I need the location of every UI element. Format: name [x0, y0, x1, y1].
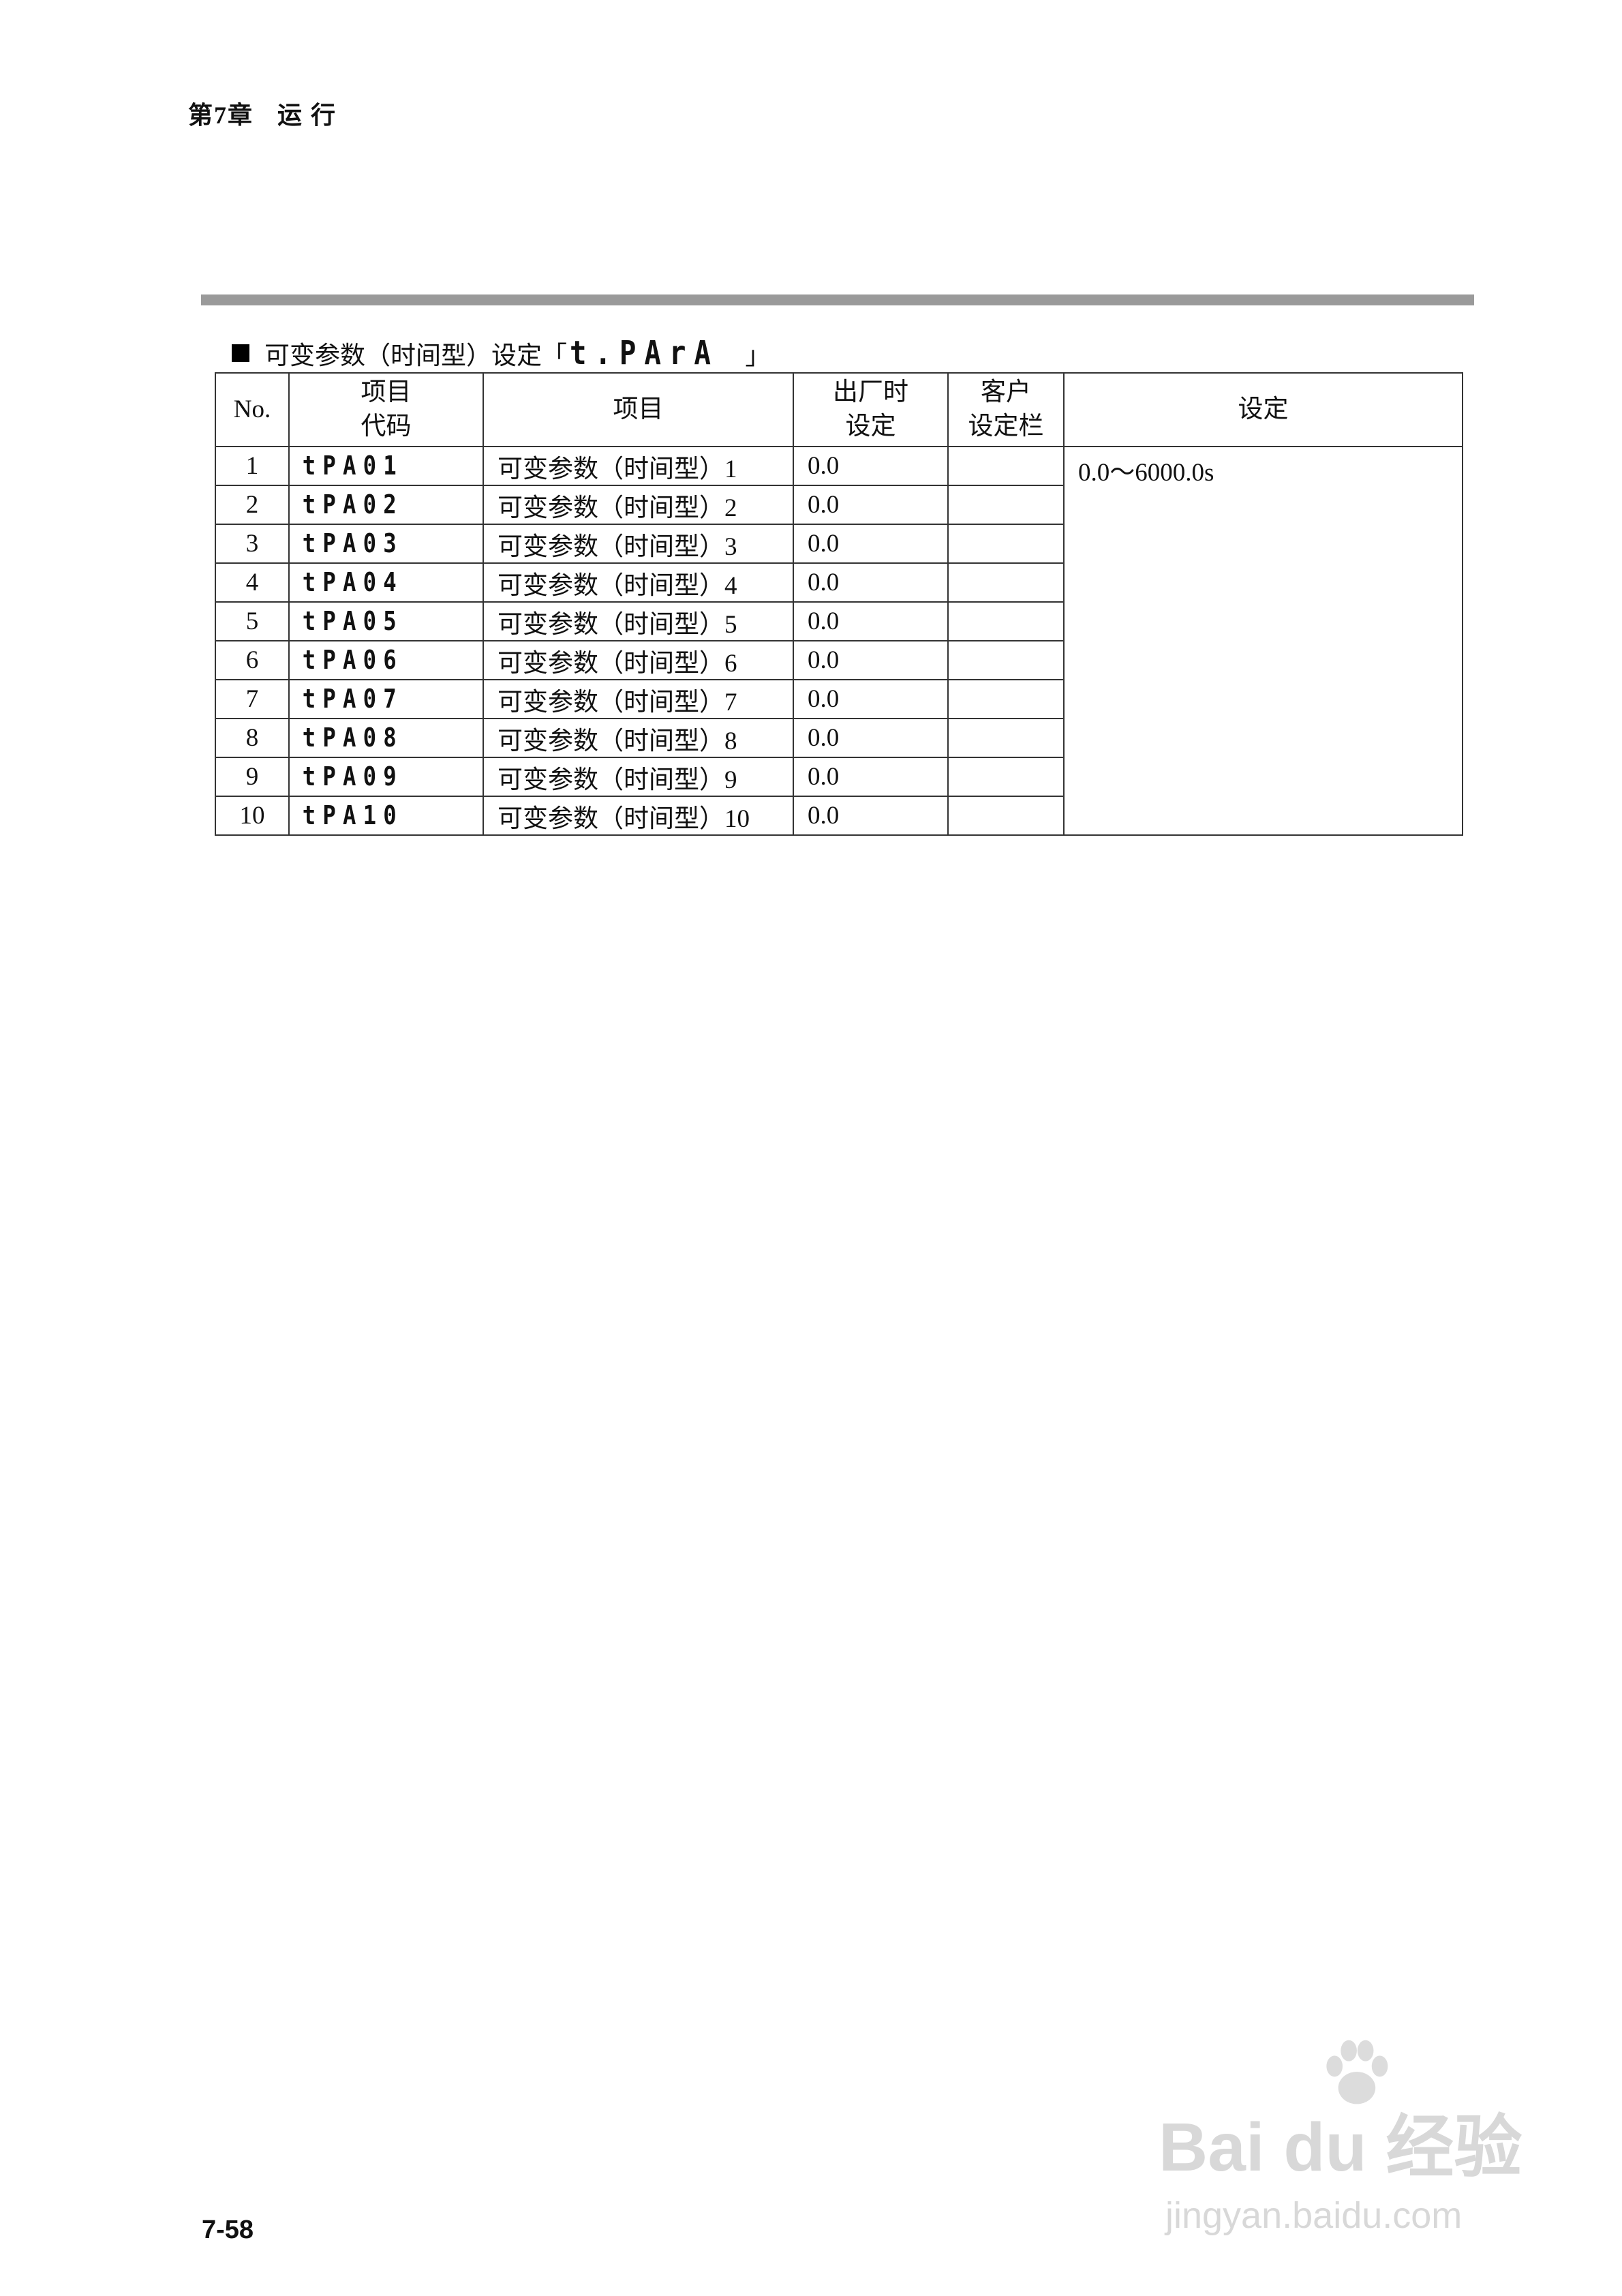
row-factory-value: 0.0: [793, 446, 949, 486]
header-no: No.: [215, 372, 290, 447]
row-no: 3: [215, 524, 290, 564]
table-row: 6 tPA06 可变参数（时间型）6 0.0: [215, 640, 1463, 680]
header-customer-line2: 设定栏: [968, 412, 1044, 440]
chapter-title: 运 行: [277, 102, 337, 129]
row-no: 4: [215, 562, 290, 603]
table-row: 3 tPA03 可变参数（时间型）3 0.0: [215, 524, 1463, 564]
table-row: 10 tPA10 可变参数（时间型）10 0.0: [215, 796, 1463, 836]
segment-code: tPA02: [302, 489, 403, 519]
row-factory-value: 0.0: [793, 796, 949, 836]
baidu-watermark: Bai du 经验 jingyan.baidu.com: [1159, 2038, 1595, 2237]
row-code: tPA01: [288, 446, 484, 486]
parameter-table: No. 项目 代码 项目 出厂时 设定 客户 设定栏 设定 1 tPA01 可变参数（时间…: [215, 372, 1463, 836]
watermark-brand: Bai du 经验: [1159, 2109, 1522, 2186]
row-no: 6: [215, 640, 290, 680]
row-item: 可变参数（时间型）5: [483, 601, 794, 641]
row-factory-value: 0.0: [793, 679, 949, 719]
row-code: tPA09: [288, 757, 484, 797]
row-customer-value: [947, 679, 1065, 719]
segment-code: tPA01: [302, 451, 403, 481]
row-item: 可变参数（时间型）7: [483, 679, 794, 719]
row-item: 可变参数（时间型）3: [483, 524, 794, 564]
segment-code: tPA04: [302, 567, 403, 597]
segment-code: tPA06: [302, 645, 403, 675]
header-factory-line2: 设定: [845, 412, 896, 440]
row-no: 5: [215, 601, 290, 641]
section-code: t.PArA: [570, 334, 719, 372]
row-no: 8: [215, 718, 290, 758]
row-no: 2: [215, 485, 290, 525]
table-row: 7 tPA07 可变参数（时间型）7 0.0: [215, 679, 1463, 719]
row-factory-value: 0.0: [793, 485, 949, 525]
row-item: 可变参数（时间型）10: [483, 796, 794, 836]
row-no: 9: [215, 757, 290, 797]
row-no: 1: [215, 446, 290, 486]
row-customer-value: [947, 446, 1065, 486]
table-row: 2 tPA02 可变参数（时间型）2 0.0: [215, 485, 1463, 525]
row-item: 可变参数（时间型）1: [483, 446, 794, 486]
row-customer-value: [947, 524, 1065, 564]
chapter-header: 第7章 运 行: [188, 95, 353, 131]
row-code: tPA02: [288, 485, 484, 525]
row-code: tPA03: [288, 524, 484, 564]
header-code: 项目 代码: [288, 372, 484, 447]
header-code-line2: 代码: [361, 412, 412, 440]
section-title-close: 」: [745, 342, 771, 370]
row-customer-value: [947, 562, 1065, 603]
segment-code: tPA05: [302, 606, 403, 636]
row-customer-value: [947, 796, 1065, 836]
row-no: 10: [215, 796, 290, 836]
paw-logo-icon: [1326, 2040, 1388, 2104]
row-factory-value: 0.0: [793, 601, 949, 641]
row-code: tPA04: [288, 562, 484, 603]
segment-code: tPA07: [302, 684, 403, 714]
header-setting: 设定: [1063, 372, 1463, 447]
row-item: 可变参数（时间型）8: [483, 718, 794, 758]
segment-code: tPA03: [302, 528, 403, 558]
table-row: 4 tPA04 可变参数（时间型）4 0.0: [215, 562, 1463, 603]
table-header-row: No. 项目 代码 项目 出厂时 设定 客户 设定栏 设定: [215, 372, 1463, 447]
row-factory-value: 0.0: [793, 562, 949, 603]
row-item: 可变参数（时间型）9: [483, 757, 794, 797]
square-bullet-icon: [232, 344, 249, 362]
row-no: 7: [215, 679, 290, 719]
table-row: 8 tPA08 可变参数（时间型）8 0.0: [215, 718, 1463, 758]
row-code: tPA05: [288, 601, 484, 641]
segment-code: tPA09: [302, 761, 403, 791]
header-item: 项目: [483, 372, 794, 447]
watermark-url: jingyan.baidu.com: [1165, 2195, 1463, 2236]
table-row: 1 tPA01 可变参数（时间型）1 0.0 0.0～6000.0s: [215, 446, 1463, 836]
section-title: 可变参数（时间型）设定「 t.PArA 」: [232, 334, 770, 372]
row-customer-value: [947, 640, 1065, 680]
header-customer-line1: 客户: [981, 378, 1031, 406]
row-customer-value: [947, 718, 1065, 758]
row-customer-value: [947, 485, 1065, 525]
section-divider: [201, 294, 1474, 305]
row-code: tPA10: [288, 796, 484, 836]
segment-code: tPA10: [302, 800, 403, 830]
page-number: 7-58: [202, 2216, 254, 2244]
row-code: tPA07: [288, 679, 484, 719]
header-customer: 客户 设定栏: [947, 372, 1065, 447]
table-row: 9 tPA09 可变参数（时间型）9 0.0: [215, 757, 1463, 797]
table-row: 5 tPA05 可变参数（时间型）5 0.0: [215, 601, 1463, 641]
row-item: 可变参数（时间型）4: [483, 562, 794, 603]
header-factory-line1: 出厂时: [833, 378, 908, 406]
row-item: 可变参数（时间型）6: [483, 640, 794, 680]
row-customer-value: [947, 601, 1065, 641]
row-code: tPA06: [288, 640, 484, 680]
chapter-number: 第7章: [188, 102, 254, 129]
row-factory-value: 0.0: [793, 640, 949, 680]
row-factory-value: 0.0: [793, 757, 949, 797]
row-code: tPA08: [288, 718, 484, 758]
header-factory: 出厂时 设定: [793, 372, 949, 447]
row-factory-value: 0.0: [793, 524, 949, 564]
row-factory-value: 0.0: [793, 718, 949, 758]
row-item: 可变参数（时间型）2: [483, 485, 794, 525]
setting-range: 0.0～6000.0s: [1063, 446, 1463, 836]
row-customer-value: [947, 757, 1065, 797]
section-title-text: 可变参数（时间型）设定「: [264, 342, 567, 370]
segment-code: tPA08: [302, 723, 403, 753]
header-code-line1: 项目: [361, 378, 412, 406]
